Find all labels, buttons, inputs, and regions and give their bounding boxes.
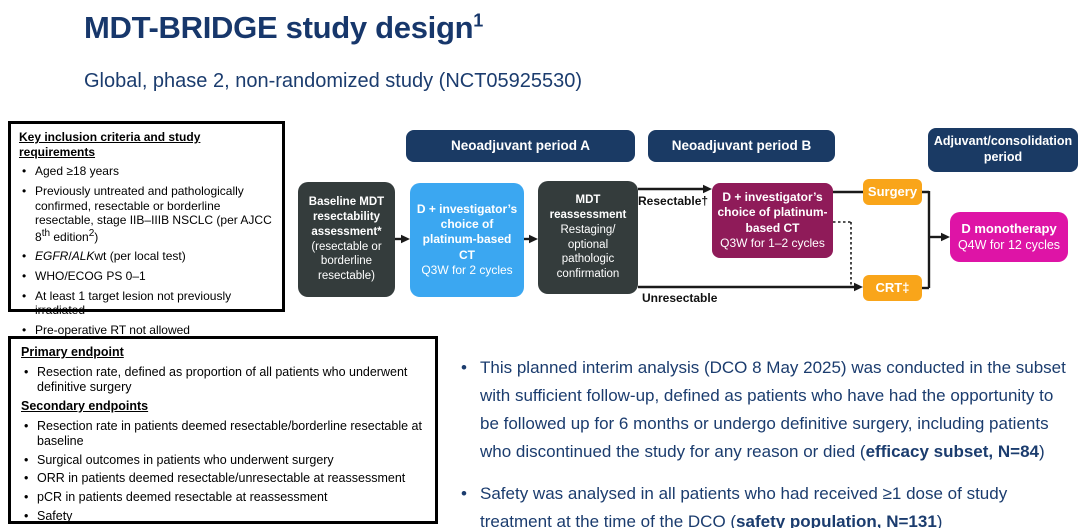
box-baseline-bold-text: Baseline MDT resectability assessment* xyxy=(308,196,385,238)
endpoint-item-text: Resection rate in patients deemed resect… xyxy=(37,418,422,449)
box-surgery: Surgery xyxy=(863,179,922,205)
edge-label-unresectable: Unresectable xyxy=(642,291,718,305)
inclusion-criteria-list: Aged ≥18 years Previously untreated and … xyxy=(19,164,274,337)
page-title-superscript: 1 xyxy=(473,10,483,31)
note-text: This planned interim analysis (DCO 8 May… xyxy=(480,358,1066,461)
page-subtitle: Global, phase 2, non-randomized study (N… xyxy=(84,70,583,92)
period-header-neoadjuvant-b: Neoadjuvant period B xyxy=(648,130,835,162)
box-crt: CRT‡ xyxy=(863,275,922,301)
secondary-endpoints-list: Resection rate in patients deemed resect… xyxy=(21,419,425,525)
note-text: Safety was analysed in all patients who … xyxy=(480,484,1008,528)
note-bold-safety-population: safety population, N=131 xyxy=(736,512,937,528)
criteria-item: At least 1 target lesion not previously … xyxy=(19,289,274,318)
page-title: MDT-BRIDGE study design1 xyxy=(84,10,483,46)
gene-name-egfr: EGFR xyxy=(35,249,69,264)
criteria-item-text: ) xyxy=(94,229,99,244)
criteria-item-text: edition xyxy=(50,229,89,244)
dotted-connector-lines xyxy=(833,221,852,285)
criteria-item: EGFR/ALKwt (per local test) xyxy=(19,249,274,264)
criteria-item: Previously untreated and pathologically … xyxy=(19,184,274,245)
period-header-neoadjuvant-a: Neoadjuvant period A xyxy=(406,130,635,162)
box-baseline-mdt-assessment: Baseline MDT resectability assessment* (… xyxy=(298,182,395,297)
endpoint-item-text: ORR in patients deemed resectable/unrese… xyxy=(37,471,406,486)
endpoints-box: Primary endpoint Resection rate, defined… xyxy=(8,336,438,524)
note-bold-efficacy-subset: efficacy subset, N=84 xyxy=(865,442,1039,461)
endpoint-item: Safety xyxy=(21,509,425,525)
box-chemo-b-bold-text: D + investigator’s choice of platinum-ba… xyxy=(717,189,828,235)
period-header-adjuvant-consolidation: Adjuvant/consolidation period xyxy=(928,128,1078,172)
primary-endpoint-heading: Primary endpoint xyxy=(21,345,124,359)
criteria-item-text: Previously untreated and pathologically … xyxy=(35,183,272,244)
endpoint-item-text: pCR in patients deemed resectable at rea… xyxy=(37,490,328,504)
arrowheads xyxy=(401,184,950,292)
box-mdt-normal-text: Restaging/ optional pathologic confirmat… xyxy=(556,223,620,280)
page-title-text: MDT-BRIDGE study design xyxy=(84,10,474,45)
criteria-superscript: 2 xyxy=(88,227,95,239)
box-chemo-period-a: D + investigator’s choice of platinum-ba… xyxy=(410,183,524,297)
box-mdt-reassessment: MDT reassessment Restaging/ optional pat… xyxy=(538,181,638,294)
box-d-monotherapy: D monotherapy Q4W for 12 cycles xyxy=(950,212,1068,262)
endpoint-item: pCR in patients deemed resectable at rea… xyxy=(21,490,425,506)
criteria-item-text: At least 1 target lesion not previously … xyxy=(35,288,232,318)
criteria-item: Aged ≥18 years xyxy=(19,164,274,179)
criteria-item-text: wt (per local test) xyxy=(94,249,186,264)
criteria-item-text: Pre-operative RT not allowed xyxy=(35,322,190,337)
primary-endpoint-list: Resection rate, defined as proportion of… xyxy=(21,365,425,396)
edge-label-resectable: Resectable† xyxy=(638,194,709,208)
note-text: ) xyxy=(936,512,943,528)
criteria-item-text: / xyxy=(68,249,72,264)
secondary-endpoints-heading: Secondary endpoints xyxy=(21,398,149,413)
endpoint-item-text: Safety xyxy=(37,508,73,523)
criteria-item-text: WHO/ECOG PS 0–1 xyxy=(35,269,146,283)
box-mdt-bold-text: MDT reassessment xyxy=(549,194,627,222)
box-dmono-bold-text: D monotherapy xyxy=(961,220,1057,236)
box-baseline-normal-text: (resectable or borderline resectable) xyxy=(311,240,382,282)
box-chemo-period-b: D + investigator’s choice of platinum-ba… xyxy=(712,183,833,258)
criteria-item: Pre-operative RT not allowed xyxy=(19,323,274,338)
box-chemo-a-bold-text: D + investigator’s choice of platinum-ba… xyxy=(416,201,518,262)
inclusion-criteria-box: Key inclusion criteria and study require… xyxy=(8,121,285,337)
endpoint-item: ORR in patients deemed resectable/unrese… xyxy=(21,471,425,487)
endpoint-item-text: Surgical outcomes in patients who underw… xyxy=(37,452,334,467)
analysis-notes: This planned interim analysis (DCO 8 May… xyxy=(455,354,1070,528)
endpoint-item: Resection rate, defined as proportion of… xyxy=(21,365,425,396)
note-text: ) xyxy=(1038,442,1045,461)
note-safety-analysis: Safety was analysed in all patients who … xyxy=(455,480,1070,528)
criteria-superscript: th xyxy=(41,227,51,239)
box-dmono-normal-text: Q4W for 12 cycles xyxy=(957,238,1061,253)
endpoint-item-text: Resection rate, defined as proportion of… xyxy=(37,364,408,395)
gene-name-alk: ALK xyxy=(71,249,95,264)
endpoint-item: Resection rate in patients deemed resect… xyxy=(21,419,425,450)
criteria-item: WHO/ECOG PS 0–1 xyxy=(19,269,274,284)
box-chemo-b-normal-text: Q3W for 1–2 cycles xyxy=(720,235,825,250)
criteria-item-text: Aged ≥18 years xyxy=(35,164,119,179)
inclusion-criteria-heading: Key inclusion criteria and study require… xyxy=(19,130,201,159)
note-interim-analysis: This planned interim analysis (DCO 8 May… xyxy=(455,354,1070,466)
box-chemo-a-normal-text: Q3W for 2 cycles xyxy=(421,263,513,278)
endpoint-item: Surgical outcomes in patients who underw… xyxy=(21,453,425,469)
